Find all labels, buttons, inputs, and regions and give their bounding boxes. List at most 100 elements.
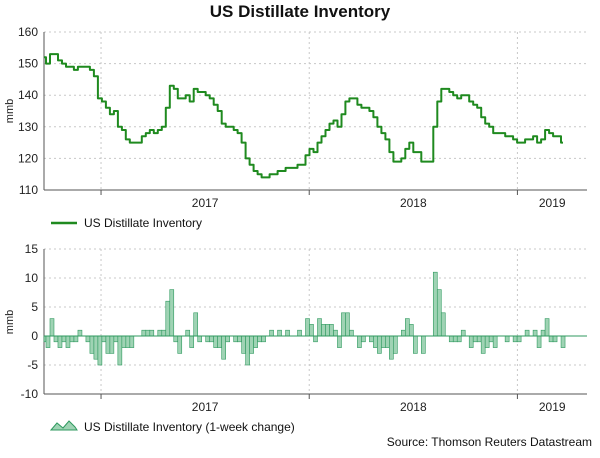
weekly-change-bar [313,335,318,343]
weekly-change-bar [333,329,338,337]
weekly-change-bar [357,335,362,348]
inventory-x-tick-label: 2017 [192,196,219,210]
weekly-change-bar [53,335,59,343]
inventory-panel: 110 120 130 140 150 160 2017 2018 2019 mmb [4,25,587,210]
inventory-y-tick-label: 110 [19,183,38,197]
weekly-change-bar [492,335,498,348]
weekly-change-bar [269,329,274,337]
weekly-change-bar [129,335,135,348]
weekly-change-bar [217,335,222,348]
inventory-line-series [44,53,563,179]
weekly-change-bar [480,335,486,354]
weekly-change-bar [409,324,414,337]
weekly-change-y-tick-label: 15 [25,242,39,256]
weekly-change-bar [173,335,179,343]
weekly-change-bar [361,335,366,343]
weekly-change-bar [536,335,542,348]
weekly-change-bar [468,335,474,348]
weekly-change-bar [145,329,151,337]
weekly-change-bar [249,335,254,354]
weekly-change-bar [121,335,127,348]
weekly-change-bar [516,335,522,343]
inventory-y-tick-label: 150 [18,57,38,71]
weekly-change-bar [552,335,558,343]
weekly-change-bar [125,335,131,348]
weekly-change-bar [460,329,466,337]
weekly-change-bar [381,335,386,348]
weekly-change-bar [221,335,226,360]
weekly-change-bar [401,329,406,337]
weekly-change-bar [161,329,167,337]
weekly-change-panel: -10 -5 0 5 10 15 2017 2018 2019 mmb [4,242,587,414]
inventory-y-axis-label: mmb [4,99,16,123]
weekly-change-bar [65,335,71,348]
weekly-change-bar [169,289,175,337]
weekly-change-bar [285,329,290,337]
weekly-change-bar [109,335,115,354]
weekly-change-axes: -10 -5 0 5 10 15 2017 2018 2019 [21,242,587,414]
weekly-change-bar [205,335,210,343]
weekly-change-bar [61,335,67,343]
weekly-change-legend: US Distillate Inventory (1-week change) [49,420,295,434]
weekly-change-bar [49,318,55,337]
weekly-change-bar [241,335,246,354]
weekly-change-bar [277,329,282,337]
weekly-change-y-tick-label: 5 [31,300,38,314]
weekly-change-bar [472,335,478,343]
weekly-change-bar [69,335,75,343]
weekly-change-bar [345,312,350,337]
inventory-y-tick-label: 120 [18,151,38,165]
weekly-change-bar [157,329,163,337]
weekly-change-bar [484,335,490,348]
legend-area-swatch [49,420,78,431]
weekly-change-bar [476,335,482,343]
weekly-change-bar [440,312,446,337]
weekly-change-bar [413,335,418,354]
weekly-change-bar [177,335,183,354]
weekly-change-x-tick-label: 2019 [539,400,566,414]
inventory-legend: US Distillate Inventory [51,216,202,230]
inventory-y-tick-label: 140 [18,88,38,102]
weekly-change-bar [452,335,458,343]
weekly-change-bar [309,324,314,337]
legend-label-weekly-change: US Distillate Inventory (1-week change) [84,420,295,434]
weekly-change-bar [233,335,238,343]
weekly-change-bar [341,312,346,337]
chart-title: US Distillate Inventory [210,2,391,21]
legend-label-inventory: US Distillate Inventory [84,216,202,230]
weekly-change-bar [385,335,390,348]
inventory-y-tick-label: 130 [18,120,38,134]
weekly-change-bar [548,335,554,343]
inventory-y-tick-label: 160 [18,25,38,39]
weekly-change-bar [77,329,83,337]
weekly-change-bar [325,324,330,337]
weekly-change-bar [405,318,410,337]
weekly-change-x-tick-label: 2018 [400,400,427,414]
weekly-change-bar [540,329,546,337]
weekly-change-bar [117,335,123,366]
weekly-change-bar [189,335,195,348]
weekly-change-bar [373,335,378,348]
weekly-change-bar [185,329,191,337]
inventory-x-tick-label: 2018 [400,196,427,210]
weekly-change-bar [213,335,218,348]
weekly-change-bar [97,335,103,366]
weekly-change-bar [257,335,262,343]
weekly-change-bar [165,300,171,337]
weekly-change-bar [209,335,214,343]
weekly-change-bar [544,318,550,337]
weekly-change-y-tick-label: 0 [31,329,38,343]
weekly-change-bar [504,335,510,343]
weekly-change-bar [436,289,442,337]
weekly-change-bar [349,329,354,337]
weekly-change-bar [57,335,63,348]
weekly-change-bar [393,335,398,354]
weekly-change-bar [253,335,258,348]
weekly-change-x-tick-label: 2017 [192,400,219,414]
inventory-line [44,53,563,179]
weekly-change-y-tick-label: 10 [25,271,39,285]
weekly-change-bar [89,335,95,354]
weekly-change-bar [389,335,394,360]
weekly-change-bar [524,329,530,337]
